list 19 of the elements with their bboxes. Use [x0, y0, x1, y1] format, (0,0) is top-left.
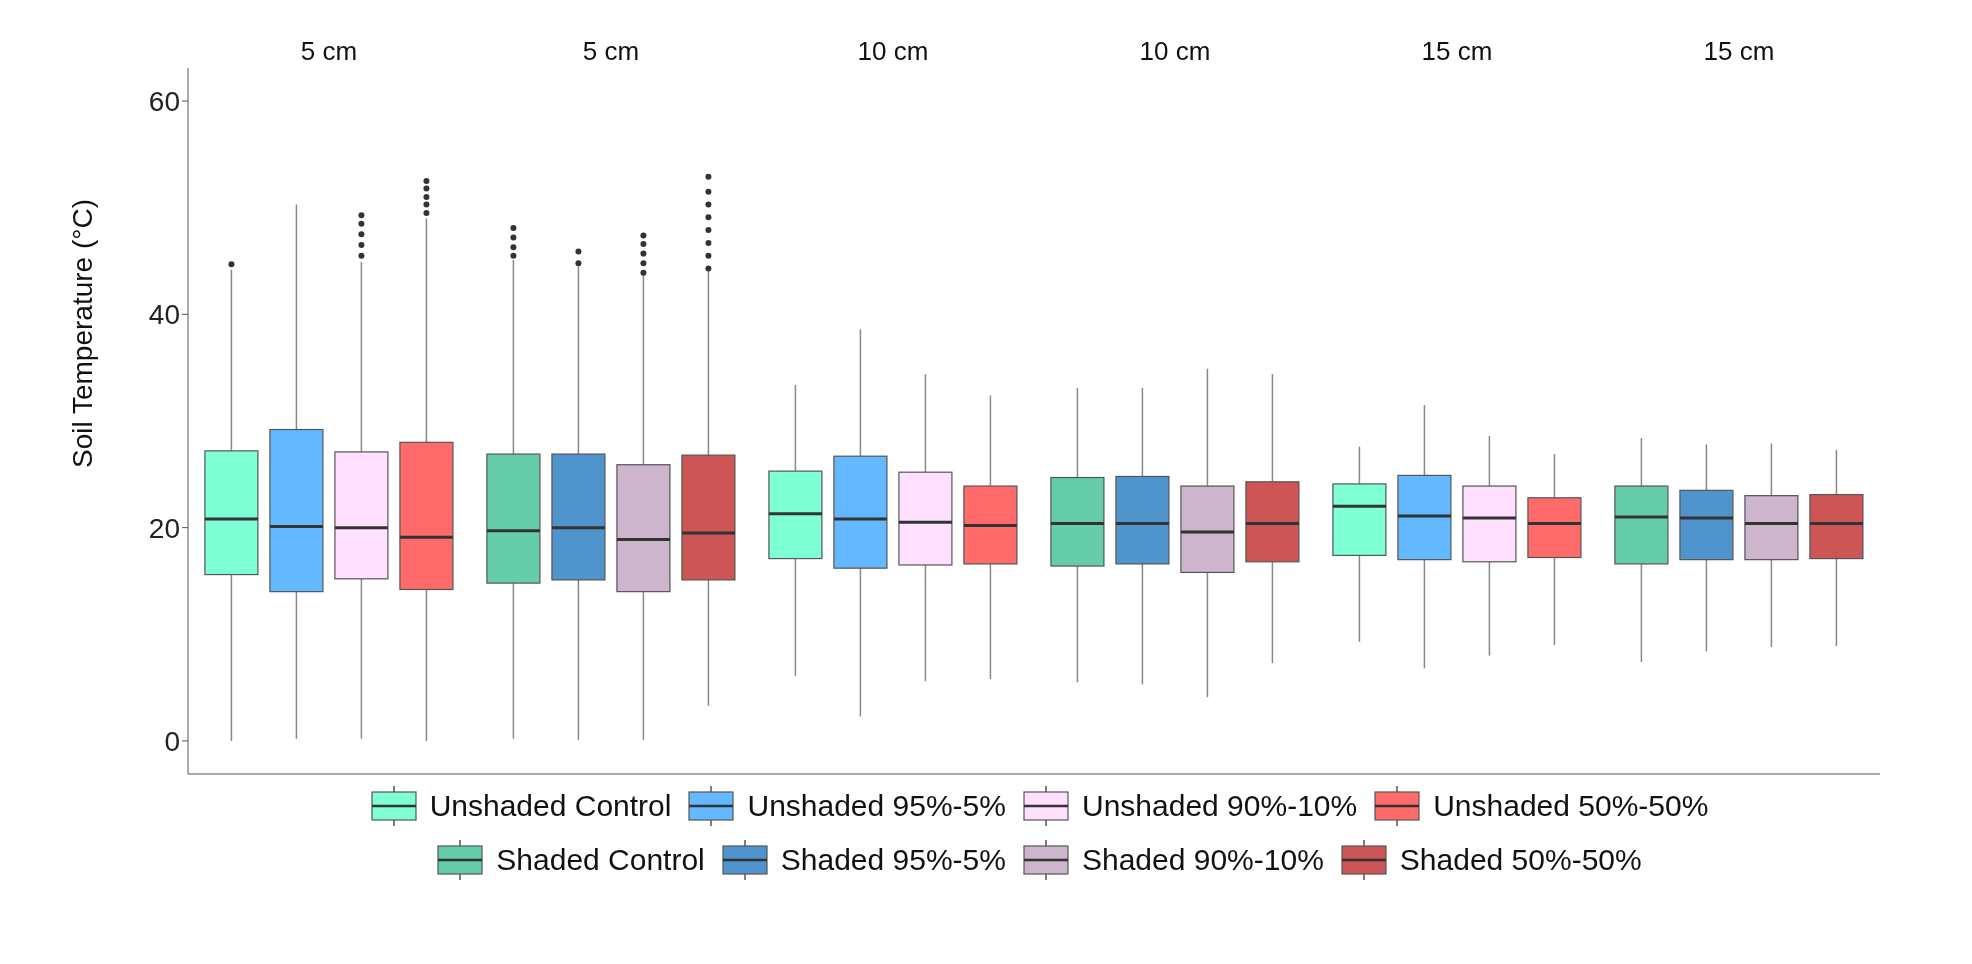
- y-axis-title: Soil Temperature (°C): [67, 198, 99, 470]
- y-tick-label: 40: [148, 299, 180, 331]
- legend-label: Shaded Control: [496, 843, 705, 877]
- x-tick-label: 15 cm: [1703, 36, 1775, 66]
- y-tick-label: 0: [164, 725, 180, 757]
- legend-label: Unshaded Control: [429, 789, 672, 823]
- y-tick-label: 60: [148, 86, 180, 117]
- legend-label: Shaded 90%-10%: [1081, 843, 1324, 877]
- legend-label: Unshaded 95%-5%: [747, 789, 1006, 823]
- legend-label: Unshaded 90%-10%: [1081, 789, 1358, 823]
- x-tick-label: 10 cm: [1139, 36, 1211, 66]
- legend-label: Shaded 50%-50%: [1399, 843, 1642, 877]
- legend-label: Shaded 95%-5%: [780, 843, 1006, 877]
- x-tick-label: 10 cm: [857, 36, 929, 66]
- legend-label: Unshaded 50%-50%: [1433, 789, 1709, 823]
- x-tick-label: 5 cm: [582, 36, 640, 66]
- x-tick-label: 15 cm: [1421, 36, 1493, 66]
- x-tick-label: 5 cm: [300, 36, 358, 66]
- y-tick-label: 20: [148, 512, 180, 544]
